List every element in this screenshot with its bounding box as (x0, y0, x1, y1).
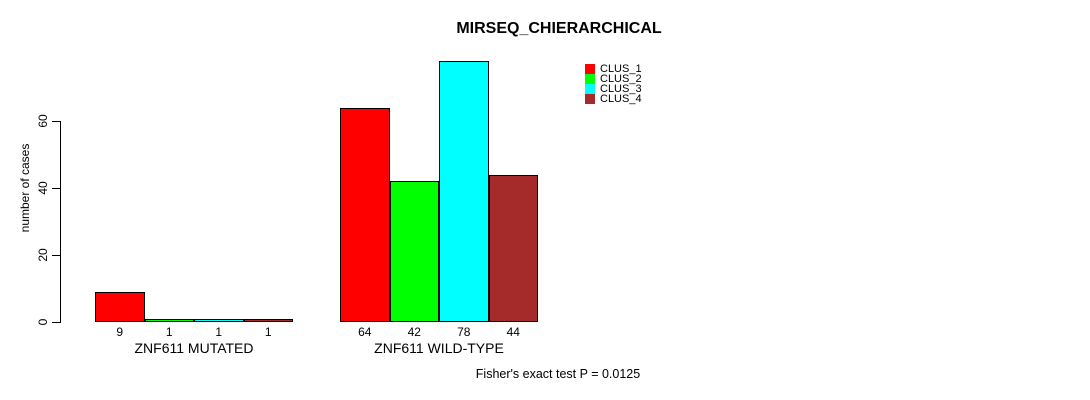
legend-label: CLUS_2 (600, 73, 642, 85)
y-axis-title: number of cases (18, 143, 32, 233)
category-label: ZNF611 WILD-TYPE (374, 340, 504, 356)
legend-item: CLUS_2 (585, 73, 642, 85)
y-tick-mark (52, 322, 60, 323)
legend-item: CLUS_3 (585, 83, 642, 95)
bar-clus_3 (194, 319, 244, 322)
y-tick-mark (52, 255, 60, 256)
bar-clus_2 (145, 319, 194, 322)
bar-clus_1 (340, 108, 390, 322)
y-axis-line (60, 121, 61, 323)
y-tick-mark (52, 188, 60, 189)
legend-swatch-clus_2 (585, 74, 595, 84)
bar-clus_3 (439, 61, 489, 322)
bar-value-label: 44 (506, 325, 520, 339)
legend-label: CLUS_3 (600, 83, 642, 95)
legend-swatch-clus_3 (585, 84, 595, 94)
bar-clus_4 (489, 175, 538, 322)
legend-label: CLUS_1 (600, 63, 642, 75)
bar-value-label: 64 (358, 325, 372, 339)
legend-swatch-clus_1 (585, 64, 595, 74)
bar-clus_4 (244, 319, 293, 322)
bar-value-label: 1 (215, 325, 223, 339)
y-tick-label: 0 (36, 318, 50, 326)
bar-value-label: 9 (116, 325, 124, 339)
y-tick-label: 40 (36, 181, 50, 195)
bar-value-label: 1 (264, 325, 272, 339)
y-tick-mark (52, 121, 60, 122)
legend: CLUS_1 CLUS_2 CLUS_3 CLUS_4 (585, 63, 642, 105)
chart-title: MIRSEQ_CHIERARCHICAL (456, 20, 662, 37)
legend-swatch-clus_4 (585, 94, 595, 104)
legend-label: CLUS_4 (600, 93, 642, 105)
legend-item: CLUS_4 (585, 93, 642, 105)
bar-value-label: 42 (407, 325, 421, 339)
y-tick-label: 60 (36, 114, 50, 128)
bar-value-label: 78 (457, 325, 471, 339)
bar-value-label: 1 (165, 325, 173, 339)
bar-clus_2 (390, 181, 439, 322)
legend-item: CLUS_1 (585, 63, 642, 75)
bar-clus_1 (95, 292, 145, 322)
y-tick-label: 20 (36, 248, 50, 262)
stat-annotation: Fisher's exact test P = 0.0125 (475, 367, 641, 381)
category-label: ZNF611 MUTATED (134, 340, 254, 356)
